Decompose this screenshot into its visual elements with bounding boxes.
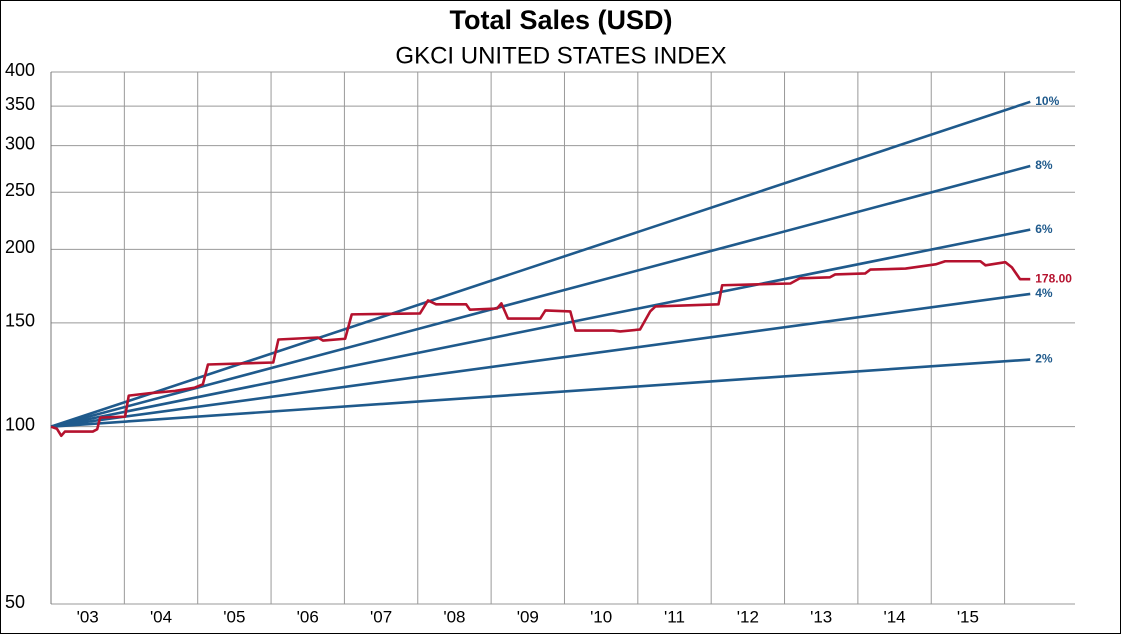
series-label: 4% — [1035, 286, 1053, 300]
x-tick-label: '12 — [737, 607, 759, 626]
y-tick-label: 100 — [5, 414, 35, 434]
x-tick-label: '08 — [443, 607, 465, 626]
x-tick-label: '15 — [957, 607, 979, 626]
x-tick-label: '13 — [810, 607, 832, 626]
value-label: 178.00 — [1035, 271, 1072, 285]
x-tick-label: '09 — [517, 607, 539, 626]
chart-title: Total Sales (USD) — [449, 5, 672, 35]
y-tick-label: 150 — [5, 311, 35, 331]
y-tick-label: 250 — [5, 180, 35, 200]
y-tick-label: 350 — [5, 94, 35, 114]
series-line — [50, 292, 1031, 428]
series-label: 6% — [1035, 222, 1053, 236]
x-tick-label: '11 — [664, 607, 685, 626]
series-line — [50, 100, 1031, 428]
series-label: 2% — [1035, 352, 1053, 366]
x-tick-label: '10 — [590, 607, 612, 626]
series-line — [50, 228, 1031, 428]
y-tick-label: 300 — [5, 133, 35, 153]
x-tick-label: '03 — [77, 607, 99, 626]
x-tick-label: '04 — [150, 607, 172, 626]
chart-subtitle: GKCI UNITED STATES INDEX — [395, 42, 726, 69]
x-tick-label: '06 — [297, 607, 319, 626]
series-line — [50, 358, 1031, 428]
series-label: 10% — [1035, 94, 1059, 108]
series-label: 8% — [1035, 158, 1053, 172]
series-line — [50, 259, 1031, 438]
y-tick-label: 400 — [5, 60, 35, 80]
x-tick-label: '14 — [883, 607, 905, 626]
x-tick-label: '07 — [370, 607, 392, 626]
y-tick-label: 200 — [5, 237, 35, 257]
y-tick-label: 50 — [5, 592, 25, 612]
series-line — [50, 164, 1031, 428]
x-tick-label: '05 — [223, 607, 245, 626]
